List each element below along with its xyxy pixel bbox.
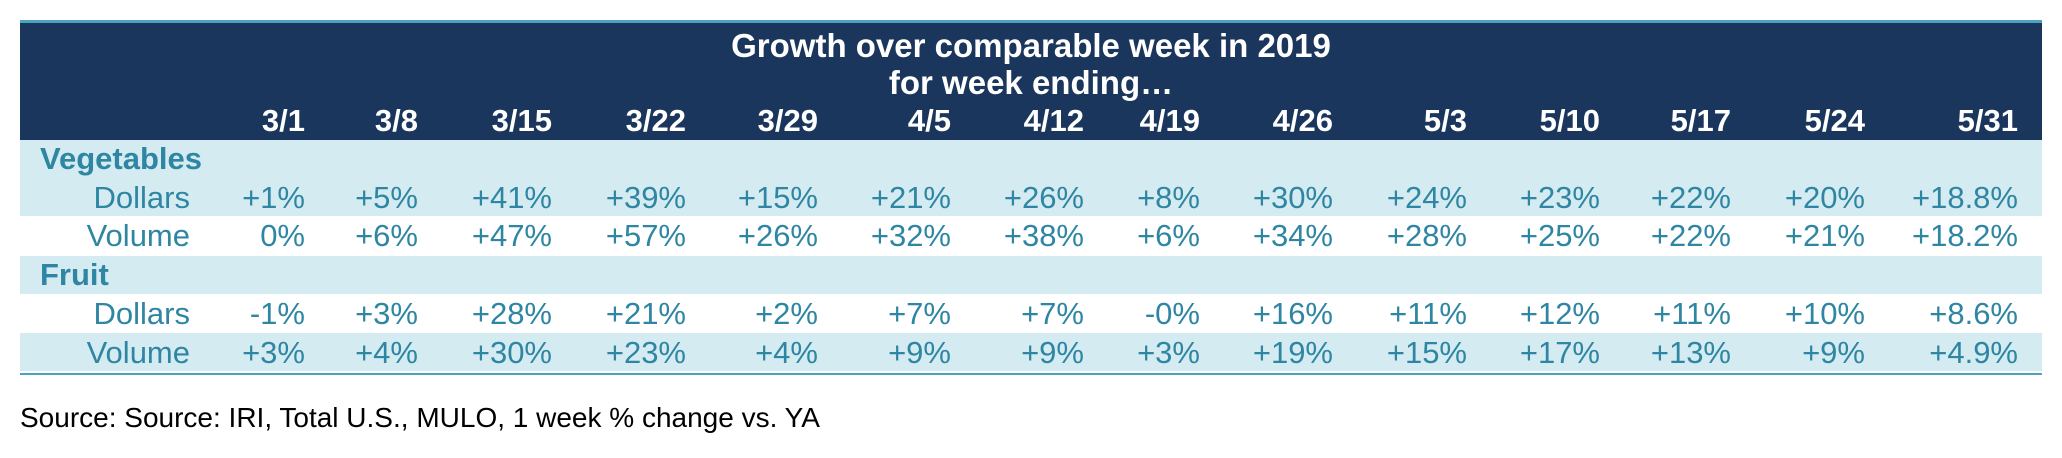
- table-cell: +2%: [755, 296, 818, 331]
- table-cell: +3%: [355, 296, 418, 331]
- table-cell: +9%: [1802, 335, 1865, 370]
- table-cell: +3%: [1137, 335, 1200, 370]
- table-cell: +28%: [471, 296, 552, 331]
- table-cell: +8.6%: [1929, 296, 2018, 331]
- column-header: 3/8: [374, 103, 418, 138]
- column-header: 5/17: [1670, 103, 1731, 138]
- column-header: 5/10: [1539, 103, 1600, 138]
- table-cell: +1%: [242, 180, 305, 215]
- row-band-fruit-volume: [20, 333, 2042, 371]
- group-label: Fruit: [40, 257, 109, 292]
- source-note: Source: Source: IRI, Total U.S., MULO, 1…: [20, 402, 820, 433]
- table-cell: +12%: [1519, 296, 1600, 331]
- column-header: 5/31: [1957, 103, 2018, 138]
- table-cell: -1%: [249, 296, 305, 331]
- bottom-rule: [20, 373, 2042, 375]
- column-header: 3/1: [261, 103, 305, 138]
- table-cell: +24%: [1386, 180, 1467, 215]
- table-cell: +18.2%: [1911, 218, 2018, 253]
- column-header: 3/29: [757, 103, 818, 138]
- table-cell: -0%: [1144, 296, 1200, 331]
- column-header: 3/22: [625, 103, 686, 138]
- column-header: 4/5: [907, 103, 951, 138]
- table-cell: +6%: [355, 218, 418, 253]
- table-cell: +11%: [1389, 296, 1467, 331]
- table-cell: +11%: [1653, 296, 1731, 331]
- group-label: Vegetables: [40, 141, 202, 176]
- table-cell: +22%: [1650, 180, 1731, 215]
- table-cell: +7%: [888, 296, 951, 331]
- table-cell: +23%: [1519, 180, 1600, 215]
- table-cell: +34%: [1252, 218, 1333, 253]
- column-header: 5/3: [1423, 103, 1467, 138]
- top-rule: [20, 20, 2042, 23]
- table-cell: +26%: [1003, 180, 1084, 215]
- table-cell: +13%: [1650, 335, 1731, 370]
- row-band-veg-dollars: [20, 178, 2042, 216]
- table-cell: +4%: [755, 335, 818, 370]
- table-cell: +22%: [1650, 218, 1731, 253]
- column-header: 4/12: [1023, 103, 1084, 138]
- column-header: 3/15: [491, 103, 552, 138]
- table-cell: +38%: [1003, 218, 1084, 253]
- chart-subtitle: for week ending…: [888, 64, 1174, 101]
- column-header: 4/19: [1139, 103, 1200, 138]
- table-cell: +10%: [1784, 296, 1865, 331]
- table-cell: +15%: [1386, 335, 1467, 370]
- table-cell: +21%: [605, 296, 686, 331]
- chart-title: Growth over comparable week in 2019: [731, 27, 1331, 64]
- table-cell: +30%: [471, 335, 552, 370]
- table-cell: +32%: [870, 218, 951, 253]
- table-cell: +39%: [605, 180, 686, 215]
- table-cell: +15%: [737, 180, 818, 215]
- table-cell: +18.8%: [1911, 180, 2018, 215]
- row-label: Volume: [86, 218, 190, 253]
- table-cell: +4%: [355, 335, 418, 370]
- table-cell: +16%: [1252, 296, 1333, 331]
- table-cell: +9%: [888, 335, 951, 370]
- table-cell: 0%: [260, 218, 305, 253]
- table-cell: +25%: [1519, 218, 1600, 253]
- table-cell: +30%: [1252, 180, 1333, 215]
- row-label: Volume: [86, 335, 190, 370]
- table-header: Growth over comparable week in 2019 for …: [20, 23, 2042, 140]
- table-cell: +28%: [1386, 218, 1467, 253]
- table-cell: +57%: [605, 218, 686, 253]
- group-band-vegetables: [20, 140, 2042, 178]
- table-cell: +17%: [1519, 335, 1600, 370]
- group-band-fruit: [20, 256, 2042, 294]
- table-cell: +9%: [1021, 335, 1084, 370]
- table-cell: +8%: [1137, 180, 1200, 215]
- table-cell: +41%: [471, 180, 552, 215]
- table-cell: +19%: [1252, 335, 1333, 370]
- row-label: Dollars: [93, 180, 190, 215]
- table-cell: +21%: [1784, 218, 1865, 253]
- row-label: Dollars: [93, 296, 190, 331]
- table-cell: +3%: [242, 335, 305, 370]
- column-header: 5/24: [1804, 103, 1865, 138]
- table-cell: +21%: [870, 180, 951, 215]
- table-cell: +5%: [355, 180, 418, 215]
- table-cell: +23%: [605, 335, 686, 370]
- table-cell: +47%: [471, 218, 552, 253]
- table-cell: +26%: [737, 218, 818, 253]
- table-cell: +6%: [1137, 218, 1200, 253]
- table-cell: +20%: [1784, 180, 1865, 215]
- table-cell: +4.9%: [1929, 335, 2018, 370]
- column-header: 4/26: [1272, 103, 1333, 138]
- table-cell: +7%: [1021, 296, 1084, 331]
